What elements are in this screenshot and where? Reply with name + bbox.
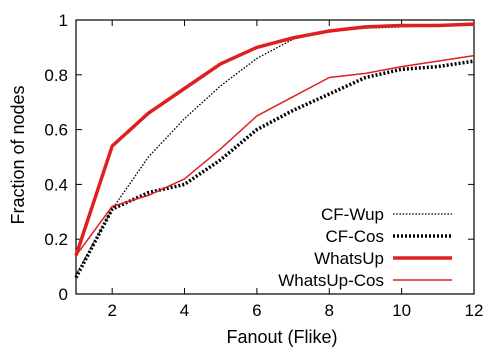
x-tick-label: 4 [180,301,189,320]
y-axis-title: Fraction of nodes [8,85,28,224]
x-tick-label: 2 [107,301,116,320]
y-tick-label: 0.4 [44,175,68,194]
legend-label: WhatsUp-Cos [278,271,384,290]
x-tick-label: 8 [325,301,334,320]
y-tick-label: 1 [59,11,68,30]
x-tick-label: 10 [392,301,411,320]
plot-frame [75,19,475,295]
series-line-cf-cos [74,59,475,279]
plot-border [75,19,475,295]
legend-label: WhatsUp [314,249,384,268]
x-axis-title: Fanout (Flike) [226,327,337,347]
y-tick-label: 0.8 [44,66,68,85]
series-line-whatsup [74,22,475,257]
legend-label: CF-Wup [321,205,384,224]
legend: CF-Wup CF-Cos WhatsUp WhatsUp-Cos [278,205,452,290]
legend-label: CF-Cos [325,227,384,246]
y-tick-label: 0.2 [44,230,68,249]
series-layer [74,22,475,279]
x-tick-label: 6 [252,301,261,320]
y-axis: 0 0.2 0.4 0.6 0.8 1 [44,11,474,304]
x-tick-label: 12 [465,301,484,320]
series-line-whatsup-cos [75,54,475,257]
y-tick-label: 0.6 [44,121,68,140]
y-tick-label: 0 [59,285,68,304]
